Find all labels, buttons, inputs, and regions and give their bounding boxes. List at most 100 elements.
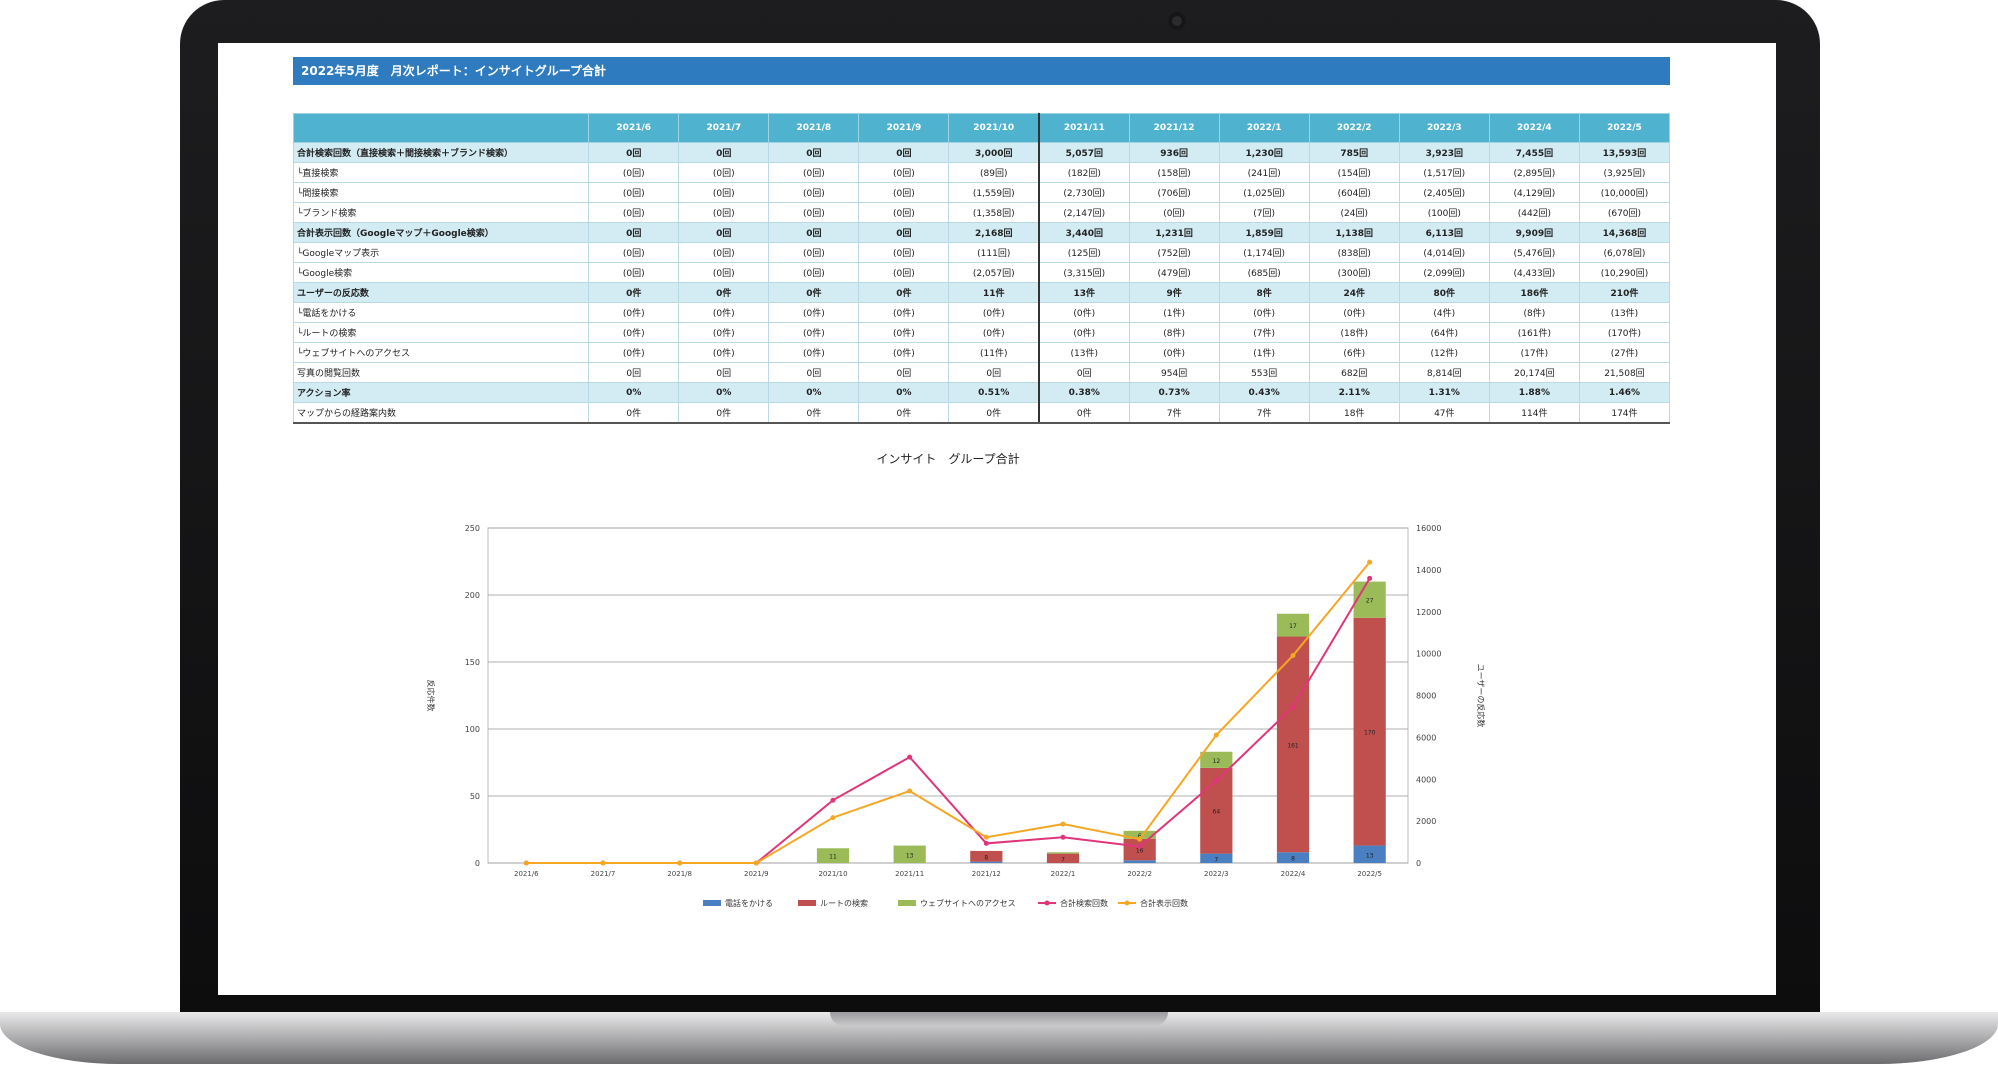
line-point (1367, 575, 1373, 581)
row-label: └ウェブサイトへのアクセス (292, 342, 590, 363)
kpi-table-body: 合計検索回数（直接検索＋間接検索＋ブランド検索） 0回 0回 0回 0回 3,000回 5,… (292, 142, 1671, 424)
table-cell: (0件) (1038, 322, 1130, 343)
table-cell: 2.11% (1308, 382, 1400, 403)
table-cell: 3,923回 (1398, 142, 1490, 163)
table-cell: (1,174回) (1218, 242, 1310, 263)
table-cell: (0回) (858, 202, 950, 223)
table-cell: 21,508回 (1578, 362, 1671, 383)
table-cell: 0回 (678, 142, 770, 163)
table-cell: 0% (678, 382, 770, 403)
table-cell: (1,559回) (948, 182, 1040, 203)
line-point (907, 754, 913, 760)
x-tick-label: 2021/11 (895, 870, 924, 878)
table-cell: 0件 (588, 282, 680, 303)
table-cell: 0件 (678, 402, 770, 424)
table-cell: 174件 (1578, 402, 1671, 424)
table-cell: (13件) (1578, 302, 1671, 323)
table-row: └間接検索 (0回) (0回) (0回) (0回) (1,559回) (2,730回) (70… (292, 182, 1671, 203)
table-cell: 9件 (1128, 282, 1220, 303)
table-cell: 7件 (1218, 402, 1310, 424)
column-header: 2022/2 (1308, 113, 1400, 143)
table-cell: 1.31% (1398, 382, 1490, 403)
x-tick-label: 2022/1 (1051, 870, 1076, 878)
column-header: 2022/5 (1578, 113, 1671, 143)
line-point (1060, 834, 1066, 840)
bar-data-label: 170 (1364, 730, 1376, 737)
table-cell: (6,078回) (1578, 242, 1671, 263)
row-label: 写真の閲覧回数 (292, 362, 590, 383)
table-cell: 6,113回 (1398, 222, 1490, 243)
table-cell: 114件 (1488, 402, 1580, 424)
line-point (1213, 732, 1219, 738)
table-cell: (111回) (948, 242, 1040, 263)
y2-tick-label: 6000 (1416, 733, 1436, 742)
bar-segment (1123, 830, 1156, 839)
table-header-row: 2021/6 2021/7 2021/8 2021/9 2021/10 2021… (292, 113, 1671, 143)
table-cell: (0回) (858, 182, 950, 203)
table-cell: (241回) (1218, 162, 1310, 183)
table-cell: (1件) (1218, 342, 1310, 363)
table-cell: (706回) (1128, 182, 1220, 203)
table-cell: (182回) (1038, 162, 1130, 183)
chart-title: インサイト グループ合計 (876, 451, 1019, 466)
table-cell: 0件 (948, 402, 1040, 424)
table-cell: 47件 (1398, 402, 1490, 424)
bar-segment (1046, 853, 1080, 863)
bar-data-label: 17 (1289, 623, 1297, 630)
table-cell: 0回 (858, 362, 950, 383)
table-header-corner (292, 113, 590, 143)
table-cell: (13件) (1038, 342, 1130, 363)
bar-segment (1353, 845, 1386, 863)
table-cell: (0件) (678, 302, 770, 323)
legend-label: ウェブサイトへのアクセス (920, 898, 1016, 908)
table-row: └ルートの検索 (0件) (0件) (0件) (0件) (0件) (0件) (8件) (7件)(… (292, 322, 1671, 343)
camera-icon (1168, 12, 1186, 30)
table-cell: (1,517回) (1398, 162, 1490, 183)
table-cell: 3,440回 (1038, 222, 1130, 243)
x-tick-label: 2022/2 (1127, 870, 1152, 878)
table-cell: 7件 (1128, 402, 1220, 424)
row-label: └電話をかける (292, 302, 590, 323)
line-point (1137, 836, 1143, 842)
table-cell: (3,925回) (1578, 162, 1671, 183)
x-tick-label: 2021/10 (818, 870, 847, 878)
row-label: ユーザーの反応数 (292, 282, 590, 303)
table-cell: 0件 (858, 282, 950, 303)
table-cell: (0回) (588, 162, 680, 183)
table-cell: 2,168回 (948, 222, 1040, 243)
table-cell: 0回 (588, 222, 680, 243)
bar-segment (970, 861, 1003, 863)
table-cell: (0件) (1038, 302, 1130, 323)
table-cell: (1,025回) (1218, 182, 1310, 203)
y2-axis-label: ユーザーの反応数 (1476, 664, 1486, 728)
table-row: マップからの経路案内数 0件 0件 0件 0件 0件 0件 7件 7件 18件 47件 114件 174… (292, 402, 1671, 424)
table-cell: 0回 (858, 142, 950, 163)
table-row: アクション率 0% 0% 0% 0% 0.51% 0.38% 0.73% 0.43% 2.11% 1… (292, 382, 1671, 403)
table-cell: (161件) (1488, 322, 1580, 343)
table-cell: 1.88% (1488, 382, 1580, 403)
table-cell: 0.38% (1038, 382, 1130, 403)
table-cell: 553回 (1218, 362, 1310, 383)
laptop-base (0, 1012, 1998, 1064)
table-cell: (0件) (588, 322, 680, 343)
table-cell: (2,057回) (948, 262, 1040, 283)
table-cell: 13,593回 (1578, 142, 1671, 163)
legend-label: 合計表示回数 (1140, 898, 1188, 908)
bar-data-label: 8 (1291, 856, 1295, 863)
table-cell: 954回 (1128, 362, 1220, 383)
table-cell: (125回) (1038, 242, 1130, 263)
column-header: 2021/8 (768, 113, 860, 143)
table-cell: (0回) (678, 202, 770, 223)
table-cell: (0回) (768, 262, 860, 283)
bar-segment (816, 848, 850, 863)
bar-data-label: 27 (1366, 598, 1374, 605)
column-header: 2021/7 (678, 113, 770, 143)
legend-label: 合計検索回数 (1060, 898, 1108, 908)
table-cell: (2,730回) (1038, 182, 1130, 203)
table-cell: (10,000回) (1578, 182, 1671, 203)
table-cell: (4,014回) (1398, 242, 1490, 263)
table-cell: (7回) (1218, 202, 1310, 223)
table-cell: (0回) (588, 262, 680, 283)
row-label: └Googleマップ表示 (292, 242, 590, 263)
table-cell: (64件) (1398, 322, 1490, 343)
